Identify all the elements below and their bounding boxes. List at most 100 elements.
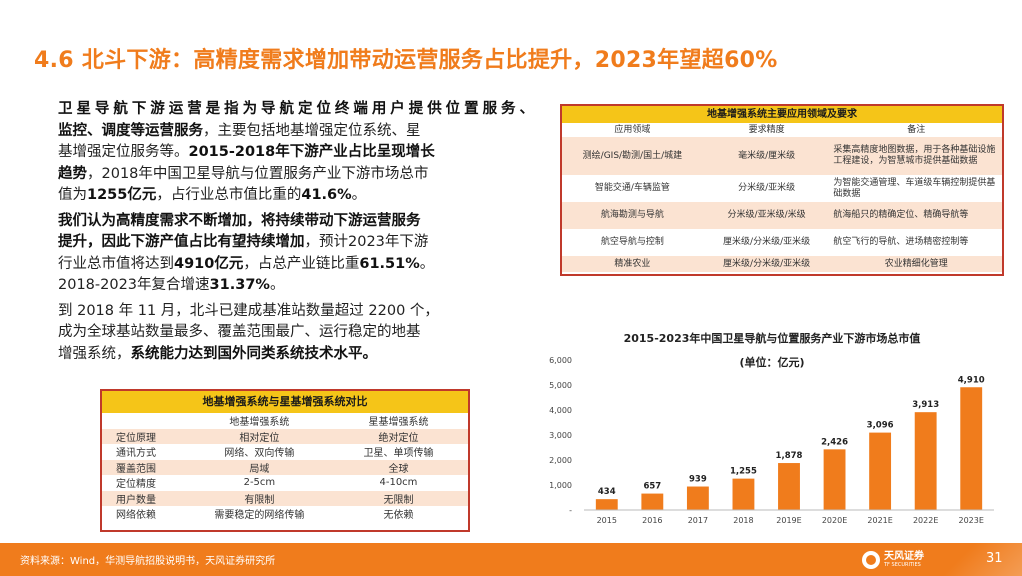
data-label: 939: [689, 475, 707, 485]
data-label: 657: [643, 482, 661, 492]
table-row: 航海勘测与导航 分米级/亚米级/米级 航海船只的精确定位、精确导航等: [562, 202, 1002, 229]
text: 4910亿元: [174, 255, 244, 272]
text: ，占行业总市值比重的: [156, 187, 302, 203]
table-row: 定位原理 相对定位 绝对定位: [102, 428, 468, 444]
text: 我们认为高精度需求不断增加，将持续带动下游运营服务: [58, 212, 421, 229]
data-label: 3,913: [912, 400, 939, 410]
table-cell: 采集高精度地图数据，用于各种基础设施工程建设，为智慧城市提供基础数据: [830, 137, 1002, 175]
paragraph-3: 到 2018 年 11 月，北斗已建成基准站数量超过 2200 个， 成为全球基…: [58, 301, 534, 366]
logo-cn: 天风证券: [884, 551, 924, 562]
table-cell: 智能交通/车辆监管: [594, 183, 670, 193]
table-cell: 厘米级/分米级/亚米级: [723, 237, 811, 247]
y-tick-label: 4,000: [549, 406, 572, 415]
data-label: 4,910: [958, 375, 985, 385]
text: 到 2018 年 11 月，北斗已建成基准站数量超过 2200 个，: [58, 302, 439, 319]
text: 2015-2018年下游产业占比呈现增长: [188, 144, 435, 160]
x-tick-label: 2017: [688, 516, 708, 525]
data-label: 3,096: [867, 421, 894, 431]
table-cell: 2-5cm: [243, 477, 276, 489]
x-tick-label: 2019E: [776, 516, 801, 525]
text: 。: [419, 255, 435, 272]
table-cell: 无依赖: [383, 510, 414, 522]
text: 趋势: [58, 165, 87, 182]
bar: [869, 432, 892, 510]
x-tick-label: 2021E: [867, 516, 892, 525]
table-cell: 毫米级/厘米级: [702, 137, 831, 175]
table-header: 星基增强系统: [368, 417, 429, 429]
paragraph-2: 我们认为高精度需求不断增加，将持续带动下游运营服务 提升，因此下游产值占比有望持…: [58, 211, 534, 297]
table: 地基增强系统 星基增强系统 定位原理 相对定位 绝对定位 通讯方式 网络、双向传…: [102, 413, 468, 522]
body-text: 卫星导航下游运营是指为导航定位终端用户提供位置服务、 监控、调度等运营服务，主要…: [58, 99, 534, 369]
table-cell: 分米级/亚米级/米级: [702, 202, 831, 229]
page-number: 31: [986, 551, 1003, 566]
text: 值为: [58, 187, 87, 203]
y-tick-label: 5,000: [549, 381, 572, 390]
text: 增强系统，: [58, 345, 131, 362]
table-cell: 定位原理: [102, 428, 190, 444]
bar: [823, 449, 846, 510]
table-cell: 测绘/GIS/勘测/国土/城建: [562, 137, 703, 175]
table-cell: 厘米级/分米级/亚米级: [702, 256, 831, 272]
table-row: 定位精度 2-5cm 4-10cm: [102, 475, 468, 491]
table-cell: 有限制: [189, 490, 329, 506]
text: ，主要包括地基增强定位系统、星: [203, 122, 421, 139]
bar: [686, 486, 709, 510]
table-header: [102, 413, 190, 429]
company-logo: 天风证券 TF SECURITIES: [862, 550, 924, 570]
source-note: 资料来源：Wind，华测导航招股说明书，天风证券研究所: [20, 556, 276, 567]
table-cell: 网络依赖: [116, 510, 156, 522]
text: 31.37%: [209, 277, 270, 293]
text: ，2018年中国卫星导航与位置服务产业下游市场总市: [87, 165, 429, 182]
table-cell: 航海船只的精确定位、精确导航等: [830, 202, 1002, 229]
data-label: 2,426: [821, 437, 848, 447]
y-tick-label: 2,000: [549, 456, 572, 465]
comparison-table: 地基增强系统与星基增强系统对比 地基增强系统 星基增强系统 定位原理 相对定位 …: [100, 389, 470, 532]
table-cell: 相对定位: [189, 428, 329, 444]
x-tick-label: 2016: [642, 516, 662, 525]
table-cell: 无限制: [328, 490, 468, 506]
table-row: 网络依赖 需要稳定的网络传输 无依赖: [102, 506, 468, 522]
y-tick-label: 6,000: [549, 356, 572, 365]
table-row: 通讯方式 网络、双向传输 卫星、单项传输: [102, 444, 468, 460]
table-cell: 航空导航与控制: [600, 237, 664, 247]
table-caption: 地基增强系统主要应用领域及要求: [562, 106, 1002, 123]
x-tick-label: 2022E: [913, 516, 938, 525]
page-title: 4.6 北斗下游：高精度需求增加带动运营服务占比提升，2023年望超60%: [34, 48, 778, 73]
y-axis: - 1,000 2,000 3,000 4,000 5,000 6,000: [549, 356, 572, 515]
paragraph-1: 卫星导航下游运营是指为导航定位终端用户提供位置服务、 监控、调度等运营服务，主要…: [58, 99, 534, 207]
table-cell: 为智能交通管理、车道级车辆控制提供基础数据: [833, 177, 996, 199]
logo-text: 天风证券 TF SECURITIES: [884, 551, 924, 569]
x-tick-label: 2015: [597, 516, 617, 525]
y-tick-label: -: [569, 506, 572, 515]
bar: [732, 478, 755, 510]
text: 基增强定位服务等。: [58, 144, 189, 160]
bar: [914, 412, 937, 510]
text: ，占总产业链比重: [243, 255, 360, 272]
chart-subtitle: (单位：亿元): [739, 355, 804, 369]
data-label: 434: [598, 487, 616, 497]
text: 提升，因此下游产值占比有望持续增加: [58, 234, 305, 250]
y-tick-label: 3,000: [549, 431, 572, 440]
table-header-row: 地基增强系统 星基增强系统: [102, 413, 468, 429]
text: 成为全球基站数量最多、覆盖范围最广、运行稳定的地基: [58, 324, 421, 340]
decorative-corner: [932, 533, 1022, 576]
table-header-row: 应用领域 要求精度 备注: [562, 123, 1002, 137]
text: 1255亿元: [87, 187, 157, 203]
application-table: 地基增强系统主要应用领域及要求 应用领域 要求精度 备注 测绘/GIS/勘测/国…: [560, 104, 1004, 276]
table-header: 备注: [907, 124, 926, 135]
text: 2018-2023年复合增速: [58, 277, 210, 293]
table-cell: 定位精度: [116, 479, 156, 491]
table-row: 航空导航与控制 厘米级/分米级/亚米级 航空飞行的导航、进场精密控制等: [562, 229, 1002, 256]
table-header: 应用领域: [614, 124, 651, 135]
table-cell: 需要稳定的网络传输: [214, 510, 305, 522]
table-caption: 地基增强系统与星基增强系统对比: [102, 391, 468, 413]
table-cell: 通讯方式: [116, 448, 156, 460]
table-header: 要求精度: [748, 124, 785, 135]
table-row: 覆盖范围 局域 全球: [102, 459, 468, 475]
bar: [960, 387, 983, 510]
text: 61.51%: [359, 255, 420, 272]
x-tick-label: 2020E: [822, 516, 847, 525]
text: 。: [269, 277, 285, 293]
table-cell: 局域: [189, 459, 329, 475]
table-cell: 覆盖范围: [102, 459, 190, 475]
